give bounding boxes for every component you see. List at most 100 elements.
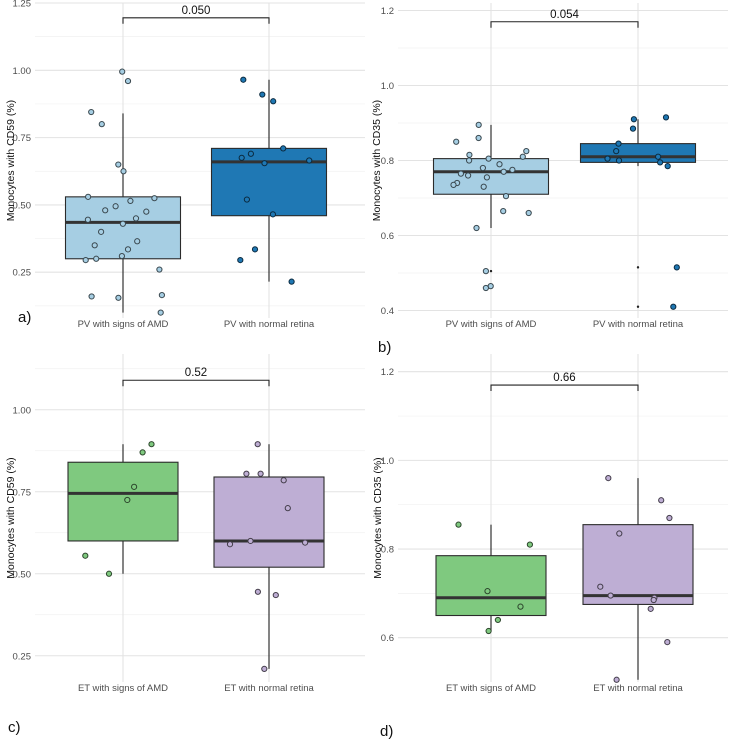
data-point — [134, 238, 141, 245]
data-point — [664, 639, 671, 646]
y-tick-label: 1.0 — [381, 456, 394, 467]
data-point — [457, 170, 464, 177]
data-point — [500, 168, 507, 175]
data-point — [243, 470, 250, 477]
y-tick-label: 1.25 — [13, 0, 32, 10]
box — [64, 196, 182, 260]
y-tick-label: 0.75 — [13, 133, 32, 144]
data-point — [630, 116, 638, 123]
y-tick-label: 1.0 — [381, 81, 394, 92]
y-tick-label: 0.8 — [381, 545, 394, 556]
data-point — [115, 294, 122, 301]
data-point — [132, 215, 140, 222]
box — [582, 524, 694, 605]
data-point — [156, 266, 163, 273]
data-point — [261, 665, 268, 672]
data-point — [494, 616, 501, 624]
box — [435, 555, 547, 617]
box-group-1 — [64, 68, 182, 316]
data-point — [647, 605, 654, 612]
data-point — [82, 552, 89, 559]
data-point — [673, 264, 680, 271]
box — [579, 143, 697, 163]
data-point — [502, 193, 510, 200]
data-point — [157, 309, 164, 316]
y-tick-label: 0.75 — [13, 487, 32, 498]
outlier-point — [489, 269, 493, 273]
y-tick-label: 1.00 — [13, 66, 32, 77]
data-point — [91, 242, 98, 249]
data-point — [124, 496, 131, 504]
y-tick-label: 1.2 — [381, 6, 394, 17]
data-point — [613, 148, 620, 155]
data-point — [666, 514, 673, 522]
data-point — [118, 252, 126, 260]
data-point — [98, 121, 105, 128]
data-point — [124, 77, 132, 85]
significance-bracket — [122, 379, 270, 387]
p-value-label: 0.52 — [185, 367, 207, 379]
data-point — [280, 145, 287, 152]
data-point — [243, 196, 250, 203]
data-point — [482, 268, 489, 275]
y-tick-label: 0.25 — [13, 268, 32, 279]
data-point — [306, 157, 313, 164]
data-point — [475, 134, 482, 142]
y-tick-label: 0.6 — [381, 633, 394, 644]
data-point — [466, 157, 473, 164]
box — [213, 476, 325, 568]
data-point — [119, 68, 126, 75]
y-tick-label: 1.00 — [13, 405, 32, 416]
box-group-2 — [582, 475, 694, 683]
data-point — [112, 203, 119, 210]
y-axis-label: Monocytes with CD59 (%) — [5, 457, 17, 578]
outlier-point — [636, 305, 640, 308]
data-point — [465, 172, 472, 179]
data-point — [124, 246, 132, 253]
data-point — [670, 303, 677, 310]
data-point — [657, 159, 664, 166]
data-point — [288, 278, 295, 285]
x-tick-label: PV with signs of AMD — [78, 319, 169, 330]
data-point — [270, 98, 277, 105]
data-point — [119, 220, 127, 227]
data-point — [616, 530, 623, 537]
data-point — [485, 627, 492, 635]
data-point — [658, 497, 665, 504]
box-group-2 — [579, 114, 697, 310]
data-point — [519, 153, 526, 160]
data-point — [269, 211, 276, 218]
x-tick-label: ET with normal retina — [593, 683, 683, 694]
data-point — [650, 596, 657, 604]
p-value-label: 0.054 — [550, 9, 579, 21]
data-point — [82, 257, 89, 264]
p-value-label: 0.66 — [553, 372, 575, 384]
data-point — [453, 138, 460, 145]
data-point — [475, 121, 482, 128]
data-point — [98, 228, 105, 235]
data-point — [525, 209, 532, 217]
data-point — [484, 588, 491, 595]
data-point — [607, 592, 614, 599]
data-point — [247, 537, 254, 545]
y-axis-label: Monocytes with CD35 (%) — [372, 457, 384, 578]
data-point — [105, 570, 113, 577]
data-point — [517, 603, 524, 610]
data-point — [466, 151, 473, 158]
data-point — [120, 168, 127, 175]
data-point — [509, 166, 516, 173]
data-point — [500, 208, 507, 215]
box-group-1 — [432, 121, 550, 292]
data-point — [254, 441, 261, 448]
x-tick-label: PV with normal retina — [224, 319, 315, 330]
data-point — [615, 157, 623, 164]
panel-letter: d) — [380, 723, 393, 739]
x-tick-label: PV with signs of AMD — [446, 319, 537, 330]
panel-b: 0.4 0.6 0.8 1.0 1.2 Monocytes with CD35 (%) PV… — [371, 3, 728, 356]
data-point — [655, 153, 662, 160]
y-axis-label: Monocytes with CD59 (%) — [5, 100, 17, 221]
data-point — [604, 155, 611, 162]
data-point — [93, 255, 100, 262]
data-point — [526, 541, 534, 548]
data-point — [139, 449, 146, 456]
